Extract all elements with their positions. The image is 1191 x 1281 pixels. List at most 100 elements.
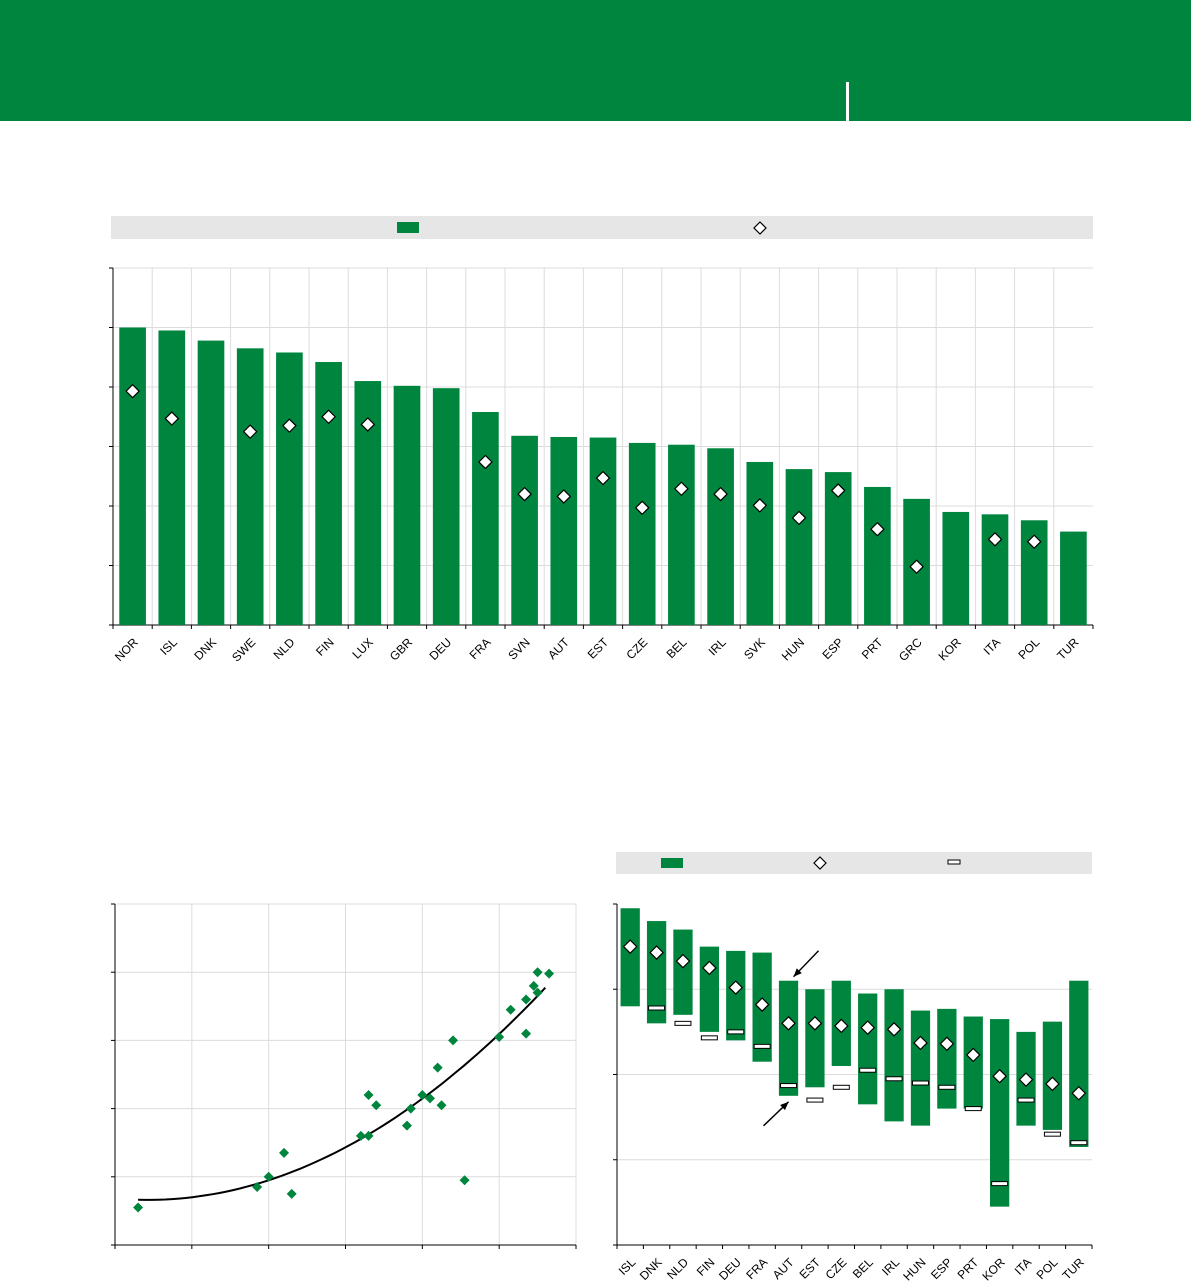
x-tick-label-pol: POL (1015, 635, 1042, 662)
scatter-point-24 (532, 967, 543, 978)
dash-marker-aut (780, 1083, 798, 1089)
scatter-point-17 (459, 1175, 470, 1186)
range-bar-esp (937, 1008, 957, 1109)
header-separator (846, 82, 849, 121)
diamond-isl (164, 411, 180, 426)
x-tick-label-gbr: GBR (387, 635, 416, 664)
chart-2-scatter (111, 903, 577, 1249)
diamond-tur (1071, 1085, 1087, 1101)
dash-marker-kor (991, 1181, 1009, 1187)
x-tick-label-hun: HUN (900, 1255, 928, 1281)
dash-marker-pol (1043, 1131, 1061, 1137)
bar-swe (236, 348, 264, 625)
x-tick-label-tur: TUR (1060, 1255, 1088, 1281)
x-tick-label-est: EST (585, 635, 612, 662)
diamond-lux (360, 417, 376, 432)
x-tick-label-irl: IRL (706, 635, 729, 658)
diamond-deu (728, 980, 744, 995)
bar-bel (668, 444, 695, 625)
range-bar-bel (858, 993, 878, 1105)
legend-diamond-swatch (813, 856, 827, 870)
diamond-cze (833, 1018, 849, 1034)
diamond-fra (754, 997, 770, 1012)
diamond-cze (634, 500, 650, 516)
bar-nld (276, 352, 303, 625)
header-band (0, 0, 1191, 121)
bar-cze (628, 442, 656, 625)
diamond-irl (886, 1021, 902, 1037)
x-tick-label-kor: KOR (936, 635, 965, 664)
x-tick-label-isl: ISL (616, 1255, 639, 1278)
x-tick-label-nld: NLD (271, 635, 298, 662)
dash-marker-tur (1070, 1140, 1088, 1146)
scatter-point-2 (252, 1182, 263, 1193)
scatter-point-16 (448, 1035, 459, 1046)
bar-fin (315, 362, 342, 625)
diamond-fin (321, 409, 336, 425)
dash-marker-deu (727, 1029, 745, 1035)
diamond-isl (622, 939, 638, 954)
bar-ita (981, 514, 1009, 625)
scatter-point-10 (401, 1120, 412, 1131)
scatter-point-25 (544, 968, 555, 979)
diamond-dnk (649, 945, 664, 960)
x-tick-label-ita: ITA (1012, 1255, 1034, 1277)
x-tick-label-deu: DEU (427, 635, 455, 663)
x-tick-label-prt: PRT (955, 1255, 982, 1281)
scatter-point-22 (528, 980, 539, 991)
x-tick-label-dnk: DNK (191, 635, 219, 663)
annotation-arrowhead-1 (793, 968, 802, 977)
diamond-hun (791, 510, 807, 526)
x-tick-label-esp: ESP (928, 1255, 955, 1281)
x-tick-label-pol: POL (1034, 1255, 1061, 1281)
x-tick-label-fra: FRA (743, 1255, 770, 1281)
diamond-nor (125, 383, 140, 399)
range-bar-fin (699, 946, 719, 1032)
dash-marker-ita (1017, 1097, 1035, 1103)
diamond-fin (702, 960, 717, 976)
range-bar-est (805, 989, 825, 1088)
diamond-aut (781, 1016, 796, 1031)
scatter-point-4 (279, 1147, 290, 1158)
bar-prt (864, 486, 891, 625)
scatter-point-11 (405, 1103, 416, 1114)
legend-dash-swatch (947, 859, 961, 865)
dash-marker-fin (700, 1035, 718, 1041)
diamond-nld (675, 953, 691, 969)
bar-svn (511, 435, 538, 625)
diamond-esp (939, 1036, 955, 1052)
bar-hun (785, 469, 813, 625)
dash-marker-dnk (648, 1005, 666, 1011)
bar-nor (119, 327, 146, 625)
diamond-kor (992, 1068, 1007, 1084)
x-tick-label-kor: KOR (979, 1255, 1008, 1281)
x-tick-label-fin: FIN (694, 1255, 718, 1279)
scatter-point-15 (436, 1100, 447, 1111)
chart-1-bar-by-country: NOR ISL DNK SWE NLD FIN LUX GBR DEU FRA SVN AUT EST C… (109, 216, 1094, 664)
range-bar-aut (778, 980, 799, 1096)
x-tick-label-aut: AUT (770, 1255, 797, 1281)
diamond-pol (1045, 1076, 1060, 1092)
scatter-point-18 (494, 1031, 505, 1042)
range-bar-prt (963, 1016, 983, 1109)
x-tick-label-lux: LUX (350, 635, 376, 661)
diamond-ita (1018, 1072, 1034, 1087)
diamond-irl (713, 486, 728, 502)
legend-bar-swatch (397, 222, 419, 233)
dash-marker-est (806, 1097, 824, 1103)
scatter-point-19 (505, 1004, 516, 1015)
bar-isl (158, 330, 186, 625)
bar-gbr (393, 385, 421, 625)
x-tick-label-grc: GRC (896, 635, 925, 664)
legend-diamond-swatch (753, 221, 767, 235)
x-tick-label-est: EST (797, 1255, 824, 1281)
bar-tur (1060, 531, 1087, 625)
dash-marker-cze (832, 1084, 850, 1090)
scatter-point-8 (363, 1089, 374, 1100)
dash-marker-fra (753, 1043, 771, 1049)
bar-dnk (197, 340, 225, 625)
diamond-esp (830, 483, 846, 498)
legend-strip (111, 216, 1093, 239)
